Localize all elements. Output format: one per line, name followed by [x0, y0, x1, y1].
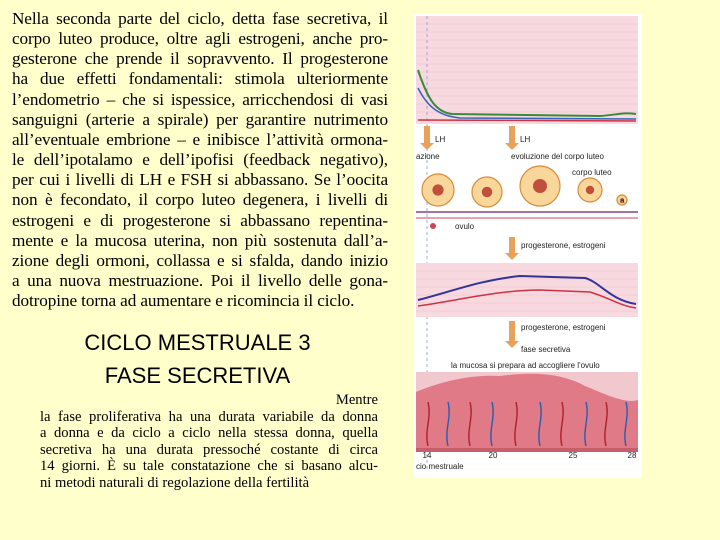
title-line: FASE SECRETIVA	[104, 363, 291, 388]
diagram-label: la mucosa si prepara ad accogliere l'ovu…	[451, 361, 600, 370]
arrow-shaft	[509, 321, 515, 342]
day-label: 25	[569, 451, 578, 460]
diagram-label: progesterone, estrogeni	[521, 241, 606, 250]
arrow-head	[505, 253, 519, 260]
text-line: Mentre	[335, 392, 378, 408]
arrow-shaft	[509, 237, 515, 254]
follicle-core	[432, 184, 444, 196]
axis-band	[416, 448, 638, 452]
diagram-label: progesterone, estrogeni	[521, 323, 606, 332]
text-line: per cui i livelli di LH e FSH si abbassa…	[12, 170, 388, 190]
vessel	[446, 401, 450, 447]
diagram-label: fase secretiva	[521, 345, 571, 354]
text-line: a una nuova mestruazione. Poi il livello…	[12, 271, 388, 291]
diagram-label: LH	[435, 135, 445, 144]
arrow-head	[420, 143, 434, 150]
text-line: gesterone che prende il sopravvento. Il …	[12, 49, 388, 69]
day-label: 14	[423, 451, 432, 460]
main-text: Nella seconda parte del ciclo, detta fas…	[12, 9, 388, 311]
text-line: le dell’ipotalamo e dell’ipofisi (feedba…	[12, 150, 388, 170]
text-line: 14 giorni. È su tale constatazione che s…	[40, 458, 378, 475]
diagram-label: corpo luteo	[572, 168, 612, 177]
ovum-mark	[430, 223, 436, 229]
mucosa	[416, 373, 638, 448]
text-line: Nella seconda parte del ciclo, detta fas…	[12, 9, 388, 28]
text-line: dotropine torna ad aumentare e ricominci…	[12, 291, 355, 311]
text-line: ni metodi naturali di regolazione della …	[40, 474, 310, 491]
day-label: 28	[628, 451, 637, 460]
text-line: all’eventuale embrione – e inibisce l’at…	[12, 129, 388, 149]
text-line: non è fecondato, il corpo luteo degenera…	[12, 190, 388, 210]
text-line: mente e la mucosa uterina, non più soste…	[12, 230, 388, 250]
text-line: zione degli ormoni, collassa e si sfalda…	[12, 250, 388, 270]
diagram-label: a	[620, 196, 625, 205]
follicle-core	[620, 198, 624, 202]
diagram-label: evoluzione del corpo luteo	[511, 152, 605, 161]
panel	[416, 16, 638, 124]
text-line: secretiva ha una durata pressoché costan…	[40, 441, 378, 458]
text-line: corpo luteo produce, oltre agli estrogen…	[12, 29, 388, 49]
curve-blue	[417, 274, 637, 305]
diagram-label: azione	[416, 152, 440, 161]
diagram-label: LH	[520, 135, 530, 144]
diagram-label: cio mestruale	[416, 462, 464, 471]
text-line: l’endometrio – che si ispessice, arricch…	[12, 89, 388, 109]
text-line: ha due effetti fondamentali: stimola ult…	[12, 69, 388, 89]
follicle-core	[585, 185, 595, 195]
curve-red	[417, 289, 637, 309]
text-line: a donna e da ciclo a ciclo nella stessa …	[40, 425, 378, 442]
curve-red	[417, 119, 637, 122]
arrow-shaft	[509, 126, 515, 144]
diagram-label: ovulo	[455, 222, 475, 231]
day-label: 20	[489, 451, 498, 460]
arrow-shaft	[424, 126, 430, 144]
vessel	[584, 401, 588, 447]
text-line: la fase proliferativa ha una durata vari…	[40, 408, 378, 425]
arrow-head	[505, 341, 519, 348]
vessel	[560, 401, 564, 447]
arrow-head	[505, 143, 519, 150]
curve-green	[417, 69, 637, 118]
vessel	[604, 401, 608, 447]
cycle-diagram: LH azione LH evoluzione del corpo luteo corp…	[414, 14, 642, 478]
vessel	[538, 401, 542, 447]
vessel	[490, 401, 494, 447]
follicle-core	[481, 186, 493, 198]
vessel	[514, 401, 518, 447]
text-line: estrogeni e di progesterone si abbassano…	[12, 210, 388, 230]
text-line: sanguigni (arterie a spirale) per garant…	[12, 109, 388, 129]
slide-title: CICLO MESTRUALE 3 FASE SECRETIVA	[20, 326, 375, 392]
follicle-core	[533, 179, 547, 193]
curve-blue	[417, 87, 637, 120]
vessel	[426, 401, 430, 447]
title-line: CICLO MESTRUALE 3	[84, 330, 311, 355]
vessel	[624, 401, 628, 447]
side-note: Mentre la fase proliferativa ha una durat…	[40, 392, 378, 492]
vessel	[468, 401, 472, 447]
